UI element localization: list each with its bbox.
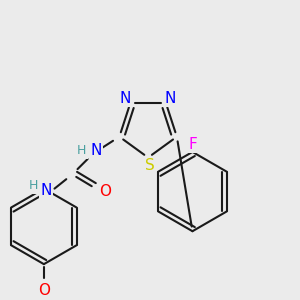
Text: S: S: [145, 158, 155, 172]
Text: O: O: [38, 283, 50, 298]
Text: F: F: [188, 137, 197, 152]
Text: N: N: [90, 143, 101, 158]
Text: H: H: [77, 144, 86, 158]
Text: N: N: [40, 183, 51, 198]
Text: N: N: [120, 91, 131, 106]
Text: O: O: [99, 184, 111, 199]
Text: H: H: [29, 179, 38, 192]
Text: N: N: [165, 91, 176, 106]
